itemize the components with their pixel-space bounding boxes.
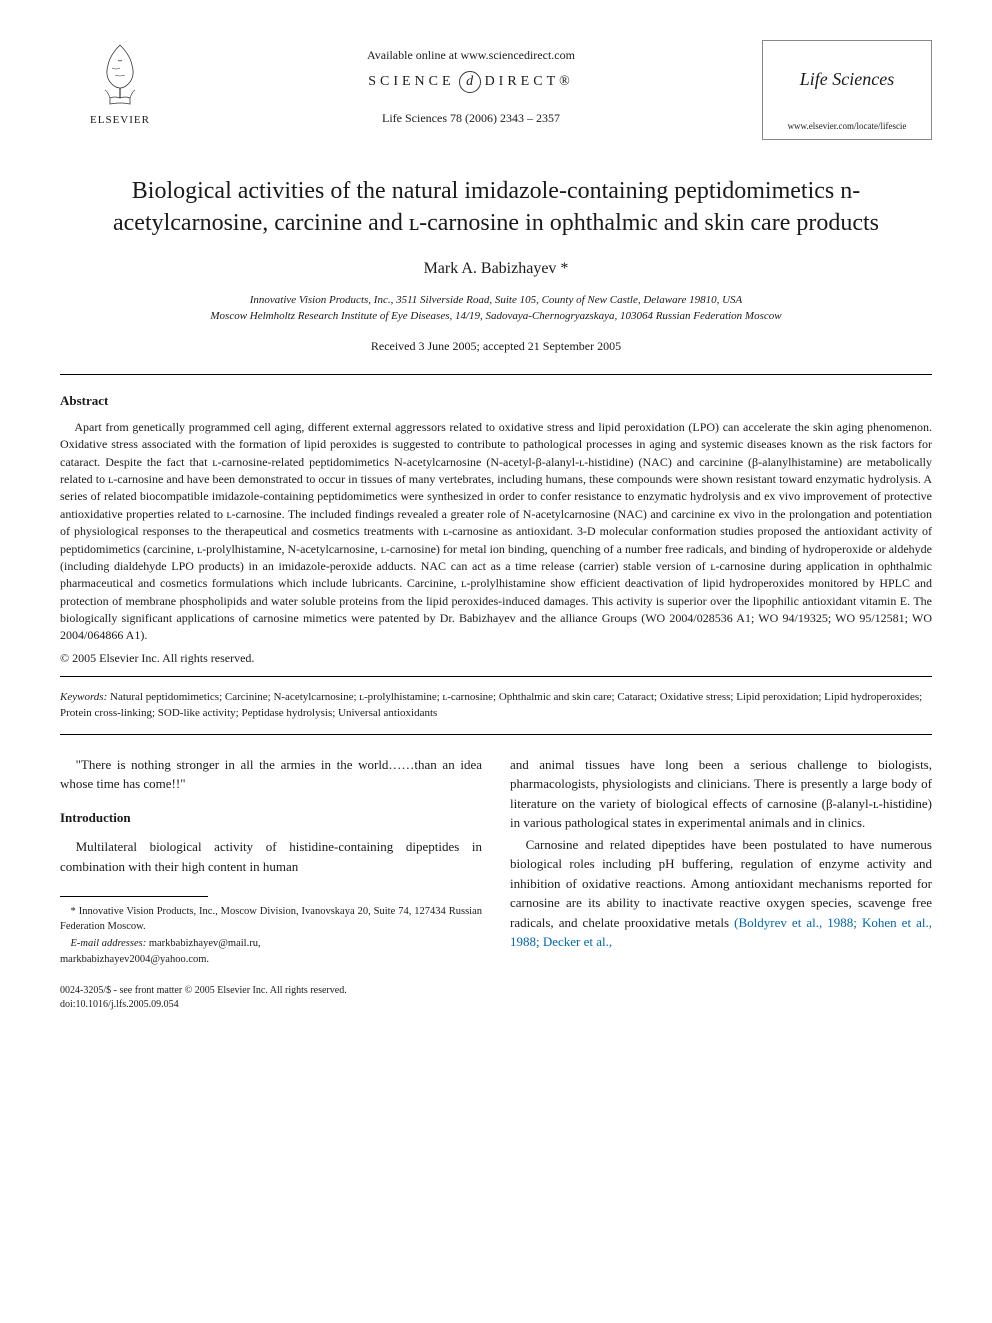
footnote-block: * Innovative Vision Products, Inc., Mosc…: [60, 905, 482, 968]
journal-url: www.elsevier.com/locate/lifescie: [773, 121, 921, 131]
keywords-block: Keywords: Natural peptidomimetics; Carci…: [60, 689, 932, 722]
keywords-text: Natural peptidomimetics; Carcinine; N-ac…: [60, 691, 922, 720]
sd-right: DIRECT®: [485, 74, 574, 90]
page-header: ELSEVIER Available online at www.science…: [60, 40, 932, 140]
science-direct-logo: SCIENCE d DIRECT®: [368, 71, 574, 93]
right-column: and animal tissues have long been a seri…: [510, 755, 932, 1012]
divider: [60, 734, 932, 735]
affiliations: Innovative Vision Products, Inc., 3511 S…: [60, 292, 932, 325]
issn-line: 0024-3205/$ - see front matter © 2005 El…: [60, 984, 482, 998]
doi-line: doi:10.1016/j.lfs.2005.09.054: [60, 998, 482, 1012]
publisher-name: ELSEVIER: [90, 114, 150, 126]
email-2: markbabizhayev2004@yahoo.com.: [60, 953, 482, 968]
body-paragraph: Multilateral biological activity of hist…: [60, 837, 482, 876]
footer-info: 0024-3205/$ - see front matter © 2005 El…: [60, 984, 482, 1012]
left-column: "There is nothing stronger in all the ar…: [60, 755, 482, 1012]
epigraph-quote: "There is nothing stronger in all the ar…: [60, 755, 482, 794]
corresponding-author-note: * Innovative Vision Products, Inc., Mosc…: [60, 905, 482, 934]
divider: [60, 374, 932, 375]
header-center: Available online at www.sciencedirect.co…: [200, 40, 742, 126]
body-paragraph: and animal tissues have long been a seri…: [510, 755, 932, 833]
article-title: Biological activities of the natural imi…: [60, 175, 932, 240]
email-label: E-mail addresses:: [71, 938, 147, 949]
author-name: Mark A. Babizhayev *: [60, 260, 932, 278]
body-columns: "There is nothing stronger in all the ar…: [60, 755, 932, 1012]
divider: [60, 676, 932, 677]
article-dates: Received 3 June 2005; accepted 21 Septem…: [60, 339, 932, 354]
abstract-heading: Abstract: [60, 393, 932, 409]
email-1: markbabizhayev@mail.ru,: [146, 938, 260, 949]
citation-text: Life Sciences 78 (2006) 2343 – 2357: [200, 111, 742, 126]
body-paragraph: Carnosine and related dipeptides have be…: [510, 835, 932, 952]
email-line: E-mail addresses: markbabizhayev@mail.ru…: [60, 937, 482, 952]
copyright-text: © 2005 Elsevier Inc. All rights reserved…: [60, 651, 932, 666]
keywords-label: Keywords:: [60, 691, 107, 703]
affiliation-line: Innovative Vision Products, Inc., 3511 S…: [60, 292, 932, 309]
abstract-text: Apart from genetically programmed cell a…: [60, 419, 932, 645]
introduction-heading: Introduction: [60, 808, 482, 828]
affiliation-line: Moscow Helmholtz Research Institute of E…: [60, 308, 932, 325]
journal-box: Life Sciences www.elsevier.com/locate/li…: [762, 40, 932, 140]
available-online-text: Available online at www.sciencedirect.co…: [200, 48, 742, 63]
journal-name: Life Sciences: [773, 69, 921, 90]
elsevier-tree-icon: [90, 40, 150, 110]
footnote-separator: [60, 896, 208, 897]
sd-icon: d: [459, 71, 481, 93]
sd-left: SCIENCE: [368, 74, 454, 90]
publisher-logo: ELSEVIER: [60, 40, 180, 126]
